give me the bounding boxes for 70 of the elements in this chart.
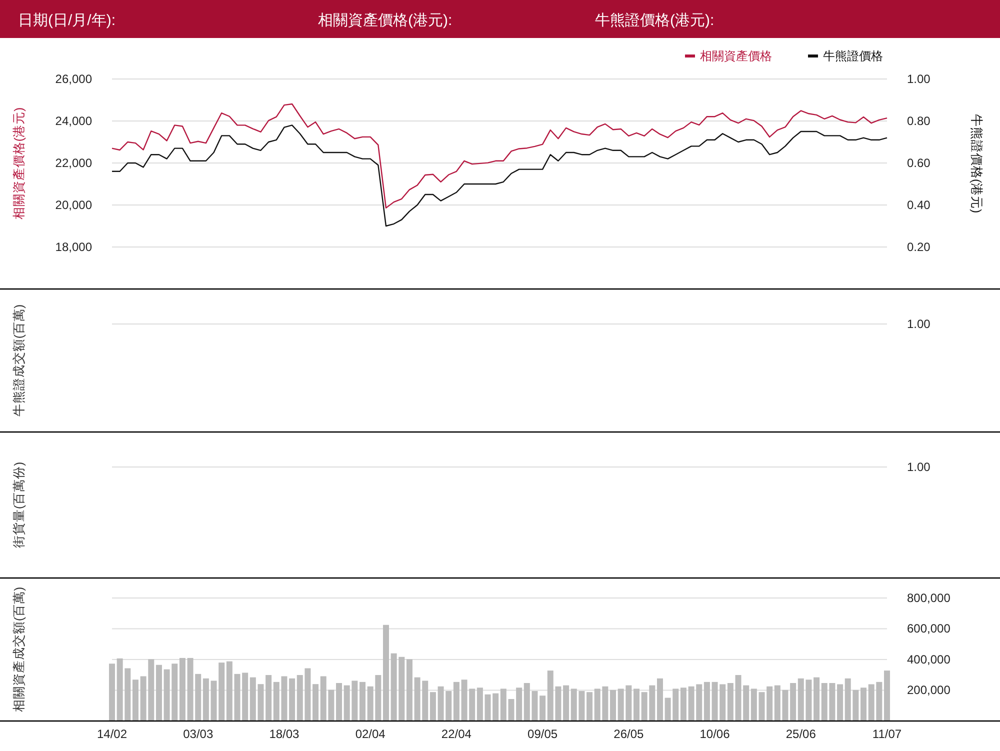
y-tick-label: 20,000 xyxy=(55,198,92,212)
bar xyxy=(406,659,412,721)
x-tick-label: 14/02 xyxy=(96,727,128,741)
text: 牛熊證價格(港元): xyxy=(595,12,714,29)
bar xyxy=(336,683,342,721)
bar xyxy=(790,683,796,721)
bar xyxy=(563,685,570,721)
bar xyxy=(156,664,162,721)
y2-tick-label: 0.40 xyxy=(907,198,931,212)
text: 日期(日/月/年): xyxy=(18,12,116,29)
bar xyxy=(814,677,820,721)
bar xyxy=(610,690,616,721)
bar xyxy=(860,688,867,721)
bar xyxy=(266,675,272,721)
legend-label: 牛熊證價格 xyxy=(823,49,883,63)
y2-axis-title: 牛熊證價格(港元) xyxy=(970,114,984,214)
bar xyxy=(633,688,640,721)
bar xyxy=(586,692,593,721)
line-series xyxy=(111,124,888,227)
bar xyxy=(453,682,460,721)
x-tick-label: 10/06 xyxy=(700,727,730,741)
bar xyxy=(360,682,366,721)
text: 街貨量(百萬份) xyxy=(12,462,26,548)
y-tick-label: 22,000 xyxy=(55,156,92,170)
bar xyxy=(109,664,115,721)
y2-tick-label: 0.60 xyxy=(907,156,931,170)
bar xyxy=(656,678,663,721)
x-tick-label: 26/05 xyxy=(614,727,644,741)
y-tick-label: 200,000 xyxy=(907,683,951,698)
bar xyxy=(202,678,209,721)
x-tick-label: 25/06 xyxy=(786,727,816,741)
bar xyxy=(837,684,844,721)
y-tick-label: 600,000 xyxy=(907,622,951,636)
bar xyxy=(540,696,546,721)
bar xyxy=(312,684,319,721)
bar xyxy=(766,686,773,721)
x-tick-label: 03/03 xyxy=(183,727,214,741)
y-tick-label: 26,000 xyxy=(55,72,92,86)
y-tick-label: 800,000 xyxy=(907,590,951,605)
text: 1.00 xyxy=(907,317,931,331)
text: 牛熊證成交額(百萬) xyxy=(10,304,26,417)
bar xyxy=(226,661,232,721)
bar xyxy=(704,682,710,721)
y-tick-label: 400,000 xyxy=(907,652,951,666)
bar xyxy=(382,624,389,721)
bar xyxy=(516,688,522,721)
x-tick-label: 11/07 xyxy=(872,727,902,741)
bar xyxy=(476,688,483,721)
y2-tick-label: 0.20 xyxy=(907,240,931,254)
x-tick-label: 18/03 xyxy=(269,727,300,741)
y2-tick-label: 0.80 xyxy=(907,114,931,128)
bar xyxy=(289,678,296,721)
x-tick-label: 22/04 xyxy=(441,727,472,741)
text: 相關資產價格(港元): xyxy=(318,12,452,29)
x-tick-label: 09/05 xyxy=(528,727,558,741)
y-tick-label: 24,000 xyxy=(55,114,92,128)
text: 1.00 xyxy=(907,460,931,474)
y-tick-label: 18,000 xyxy=(55,240,92,254)
legend-label: 相關資產價格 xyxy=(700,49,772,63)
x-tick-label: 02/04 xyxy=(355,727,386,741)
y-axis-title: 相關資產價格(港元) xyxy=(12,107,26,220)
y2-tick-label: 1.00 xyxy=(907,72,931,86)
y-axis-title: 相關資產成交額(百萬) xyxy=(10,586,26,712)
line-series xyxy=(111,103,888,209)
bar xyxy=(430,692,436,721)
bar xyxy=(727,683,734,721)
bar xyxy=(884,670,890,721)
bar xyxy=(132,680,138,721)
bar xyxy=(680,688,686,721)
bar xyxy=(179,658,186,721)
